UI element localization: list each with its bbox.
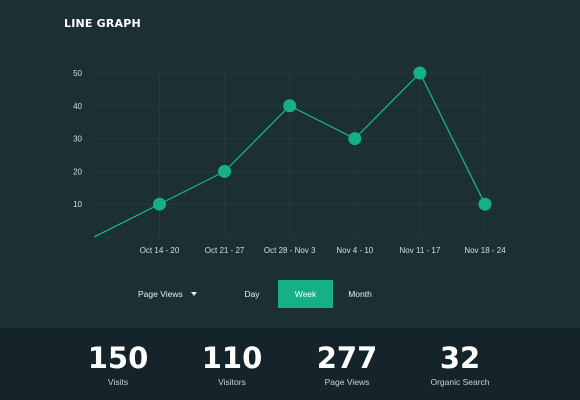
x-tick-label: Nov 18 - 24 xyxy=(464,246,506,255)
tab-day[interactable]: Day xyxy=(244,289,260,299)
stat-value: 32 xyxy=(439,341,481,375)
metric-dropdown-label: Page Views xyxy=(138,289,183,299)
stat-label: Visits xyxy=(107,377,129,387)
stat-label: Visitors xyxy=(218,377,246,387)
y-tick-label: 10 xyxy=(73,200,82,209)
tab-week[interactable]: Week xyxy=(278,280,333,308)
x-tick-label: Nov 11 - 17 xyxy=(400,246,441,255)
stat-label: Organic Search xyxy=(430,377,490,387)
stat-value: 110 xyxy=(201,341,263,375)
data-point xyxy=(153,197,166,211)
stat-value: 150 xyxy=(87,341,149,375)
data-point xyxy=(413,66,427,80)
caret-down-icon xyxy=(190,292,197,296)
x-tick-label: Oct 14 - 20 xyxy=(140,246,180,255)
x-tick-label: Oct 28 - Nov 3 xyxy=(264,246,316,255)
line-chart: 10 20 30 40 50 Oct 14 - 20 Oct 21 - 27 Oct 28 -… xyxy=(73,66,506,255)
y-tick-label: 50 xyxy=(73,69,82,78)
data-point xyxy=(218,164,232,178)
tab-month[interactable]: Month xyxy=(348,289,372,299)
data-point xyxy=(348,132,362,146)
chart-controls: Page Views Day Week Month xyxy=(0,280,580,308)
x-tick-label: Nov 4 - 10 xyxy=(336,246,373,255)
stat-visits: 150 Visits xyxy=(63,342,173,387)
stat-page-views: 277 Page Views xyxy=(292,342,402,387)
y-tick-label: 30 xyxy=(73,135,82,144)
stat-value: 277 xyxy=(316,341,378,375)
data-point xyxy=(283,99,297,113)
y-tick-label: 20 xyxy=(73,167,82,176)
stat-organic-search: 32 Organic Search xyxy=(405,342,515,387)
chart-title: LINE GRAPH xyxy=(64,17,141,30)
stat-label: Page Views xyxy=(324,377,370,387)
y-tick-label: 40 xyxy=(73,102,82,111)
data-point xyxy=(478,197,492,211)
x-tick-label: Oct 21 - 27 xyxy=(205,246,245,255)
stat-visitors: 110 Visitors xyxy=(177,342,287,387)
metric-dropdown[interactable]: Page Views xyxy=(138,280,197,308)
stats-bar: 150 Visits 110 Visitors 277 Page Views 3… xyxy=(0,328,580,400)
